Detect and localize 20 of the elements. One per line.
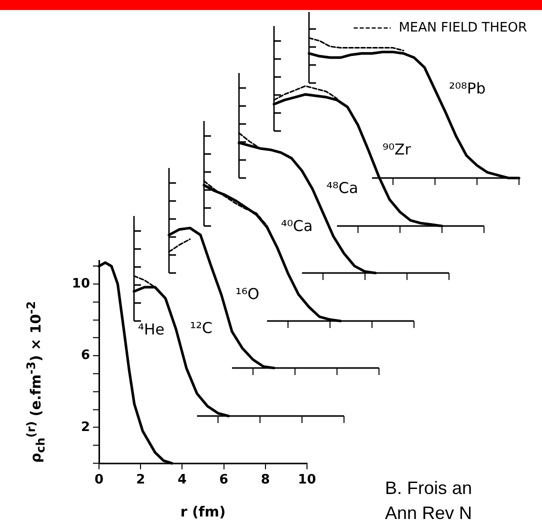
x-tick-label: 0 <box>94 472 104 488</box>
x-tick-label: 2 <box>136 472 146 488</box>
y-tick-label: 6 <box>80 348 90 363</box>
series-label: ¹⁶O <box>236 285 260 304</box>
series-label: ⁴He <box>138 320 164 338</box>
text: Ann Rev N <box>385 502 472 524</box>
series-label: ⁴⁰Ca <box>281 216 313 235</box>
x-tick-label: 4 <box>178 472 187 488</box>
legend-label: MEAN FIELD THEOR <box>398 20 528 36</box>
x-axis-title: r (fm) <box>180 504 226 520</box>
x-tick-label: 8 <box>260 472 270 488</box>
y-tick-label: 10 <box>72 276 90 292</box>
series-label: ¹²C <box>190 318 212 337</box>
text: B. Frois an <box>385 478 472 499</box>
x-tick-label: 10 <box>298 472 316 488</box>
series-label: ²⁰⁸Pb <box>449 80 486 98</box>
series-label: ⁹⁰Zr <box>382 140 412 158</box>
x-tick-label: 6 <box>219 472 228 488</box>
y-tick-label: 2 <box>80 419 90 434</box>
series-label: ⁴⁸Ca <box>326 178 358 197</box>
